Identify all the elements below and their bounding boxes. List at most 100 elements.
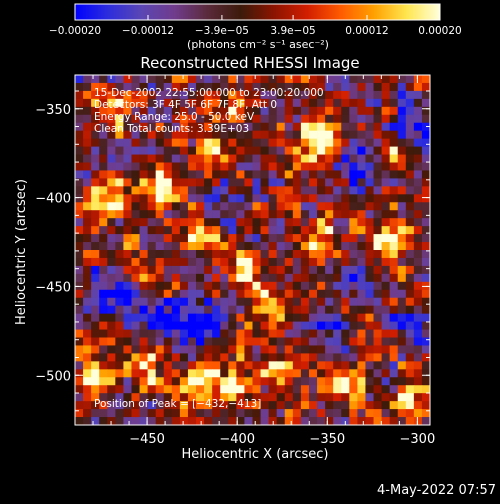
heatmap-cell — [228, 409, 237, 418]
heatmap-cell — [155, 273, 165, 283]
heatmap-cell — [381, 385, 391, 394]
heatmap-cell — [405, 170, 415, 179]
heatmap-cell — [171, 353, 181, 362]
heatmap-cell — [308, 305, 318, 315]
heatmap-cell — [413, 297, 423, 307]
heatmap-cell — [244, 297, 253, 307]
heatmap-cell — [75, 234, 84, 243]
heatmap-cell — [83, 385, 92, 394]
heatmap-cell — [284, 385, 294, 394]
heatmap-cell — [212, 202, 221, 211]
heatmap-cell — [317, 417, 326, 426]
heatmap-cell — [292, 218, 302, 227]
heatmap-cell — [179, 82, 189, 92]
heatmap-cell — [421, 265, 431, 275]
heatmap-cell — [325, 130, 334, 140]
heatmap-cell — [147, 130, 157, 140]
heatmap-cell — [107, 202, 116, 211]
heatmap-cell — [179, 106, 189, 116]
heatmap-cell — [381, 82, 391, 92]
heatmap-cell — [421, 75, 431, 84]
heatmap-cell — [325, 273, 334, 283]
heatmap-cell — [260, 265, 270, 275]
heatmap-cell — [139, 369, 149, 378]
heatmap-cell — [204, 385, 213, 394]
heatmap-cell — [75, 393, 84, 402]
heatmap-cell — [212, 162, 221, 171]
heatmap-cell — [260, 186, 270, 195]
heatmap-cell — [413, 369, 423, 378]
heatmap-cell — [99, 234, 108, 243]
heatmap-cell — [268, 234, 278, 243]
heatmap-cell — [204, 202, 213, 211]
heatmap-cell — [381, 361, 391, 370]
heatmap-cell — [139, 226, 149, 235]
heatmap-cell — [107, 234, 116, 243]
heatmap-cell — [212, 329, 221, 338]
heatmap-cell — [212, 273, 221, 283]
heatmap-cell — [212, 385, 221, 394]
heatmap-cell — [300, 337, 310, 346]
heatmap-cell — [171, 154, 181, 163]
heatmap-cell — [381, 154, 391, 163]
heatmap-cell — [91, 281, 100, 291]
heatmap-cell — [292, 122, 302, 132]
heatmap-cell — [413, 170, 423, 179]
heatmap-cell — [171, 114, 181, 124]
heatmap-cell — [341, 337, 350, 346]
heatmap-cell — [260, 257, 270, 267]
heatmap-cell — [212, 361, 221, 370]
heatmap-cell — [252, 265, 261, 275]
heatmap-cell — [147, 377, 157, 386]
heatmap-cell — [276, 130, 286, 140]
heatmap-cell — [317, 130, 326, 140]
heatmap-cell — [187, 114, 197, 124]
heatmap-cell — [373, 75, 382, 84]
heatmap-cell — [204, 106, 213, 116]
heatmap-cell — [236, 98, 245, 108]
heatmap-cell — [163, 194, 173, 203]
heatmap-cell — [163, 138, 173, 147]
heatmap-cell — [325, 210, 334, 219]
heatmap-cell — [155, 186, 165, 195]
heatmap-cell — [236, 417, 245, 426]
heatmap-cell — [397, 393, 407, 402]
heatmap-cell — [381, 321, 391, 330]
heatmap-cell — [123, 170, 132, 179]
heatmap-cell — [341, 401, 350, 410]
heatmap-cell — [357, 361, 366, 370]
heatmap-cell — [341, 313, 350, 322]
heatmap-cell — [75, 218, 84, 227]
heatmap-cell — [252, 162, 261, 171]
heatmap-cell — [268, 289, 278, 299]
heatmap-cell — [155, 122, 165, 132]
heatmap-cell — [196, 210, 205, 219]
heatmap-cell — [276, 337, 286, 346]
heatmap-cell — [397, 90, 407, 100]
heatmap-cell — [325, 242, 334, 251]
heatmap-cell — [405, 281, 415, 291]
heatmap-cell — [405, 75, 415, 84]
heatmap-cell — [83, 138, 92, 147]
heatmap-cell — [204, 265, 213, 275]
heatmap-cell — [421, 242, 431, 251]
heatmap-cell — [131, 393, 140, 402]
heatmap-cell — [349, 353, 358, 362]
heatmap-cell — [325, 401, 334, 410]
heatmap-cell — [187, 353, 197, 362]
heatmap-cell — [284, 273, 294, 283]
heatmap-cell — [123, 226, 132, 235]
heatmap-cell — [317, 226, 326, 235]
heatmap-cell — [107, 250, 116, 259]
heatmap-cell — [373, 281, 382, 291]
heatmap-cell — [365, 194, 374, 203]
heatmap-cell — [196, 162, 205, 171]
heatmap-cell — [381, 90, 391, 100]
heatmap-cell — [397, 234, 407, 243]
heatmap-cell — [260, 337, 270, 346]
heatmap-cell — [413, 393, 423, 402]
heatmap-cell — [91, 313, 100, 322]
heatmap-cell — [115, 345, 124, 354]
heatmap-cell — [244, 82, 253, 92]
heatmap-cell — [276, 313, 286, 322]
